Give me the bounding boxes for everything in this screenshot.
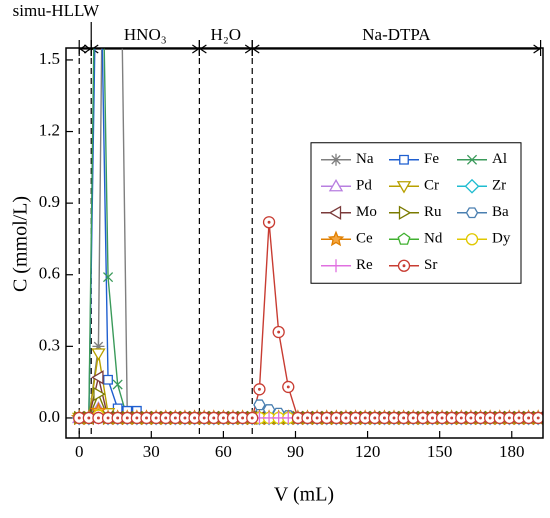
y-tick-label: 1.2 — [39, 120, 60, 139]
data-point — [91, 370, 104, 385]
data-point — [253, 383, 266, 396]
legend-marker — [328, 205, 342, 220]
data-point — [130, 411, 144, 425]
legend-marker — [328, 178, 344, 192]
legend-text: Na — [356, 151, 374, 167]
data-point — [112, 379, 123, 390]
data-point — [435, 411, 449, 425]
legend-text: Re — [356, 257, 373, 273]
legend-text: Pd — [356, 178, 372, 194]
data-point — [272, 325, 285, 339]
data-point — [91, 348, 106, 361]
y-tick-label: 1.5 — [39, 49, 60, 68]
legend-text: Nd — [424, 231, 443, 247]
data-point — [92, 340, 105, 353]
legend-text: Sr — [424, 257, 437, 273]
data-point — [253, 399, 266, 411]
data-point — [359, 411, 372, 425]
region-label: H₂O — [211, 25, 241, 44]
region-label: simu-HLLW — [13, 1, 101, 20]
legend-text: Mo — [356, 204, 377, 220]
legend-text: Ba — [492, 204, 509, 220]
legend-marker — [397, 232, 411, 245]
data-point — [246, 411, 259, 425]
y-tick-label: 0.9 — [39, 192, 60, 211]
x-tick-label: 0 — [75, 442, 84, 461]
x-tick-label: 180 — [499, 442, 525, 461]
x-tick-label: 150 — [427, 442, 453, 461]
arrow-head — [91, 44, 200, 54]
x-axis-title: V (mL) — [274, 484, 334, 506]
legend-marker — [396, 181, 412, 194]
legend-marker — [330, 153, 342, 166]
legend-marker — [466, 154, 478, 165]
legend-marker — [329, 259, 343, 273]
legend-marker — [464, 178, 480, 194]
legend-text: Ce — [356, 231, 373, 247]
region-label: Na-DTPA — [362, 25, 431, 44]
legend-text: Ru — [424, 204, 442, 220]
legend-text: Dy — [492, 231, 511, 247]
data-point — [101, 411, 115, 425]
data-point — [93, 386, 106, 402]
legend-text: Al — [492, 151, 507, 167]
legend-marker — [398, 205, 412, 220]
region-label: HNO₃ — [124, 25, 167, 44]
y-tick-label: 0.3 — [39, 335, 60, 354]
data-point — [349, 411, 362, 425]
legend-text: Zr — [492, 178, 506, 194]
legend-text: Fe — [424, 151, 439, 167]
y-tick-label: 0.0 — [39, 407, 60, 426]
x-tick-label: 120 — [355, 442, 381, 461]
data-point — [407, 411, 420, 425]
data-point — [416, 411, 429, 425]
data-point — [445, 411, 458, 425]
data-point — [103, 374, 113, 385]
series-line — [79, 353, 539, 419]
data-point — [226, 411, 240, 425]
data-point — [512, 411, 526, 425]
data-point — [301, 411, 314, 425]
x-tick-label: 90 — [287, 442, 304, 461]
legend-marker — [397, 259, 411, 272]
data-point — [262, 216, 276, 229]
legend-marker — [465, 233, 479, 246]
arrow-head — [79, 44, 92, 54]
legend-text: Cr — [424, 178, 439, 194]
y-axis-title: C (mmol/L) — [10, 196, 32, 292]
plot-frame — [65, 47, 544, 439]
arrow-head — [252, 44, 541, 54]
data-point — [282, 380, 295, 393]
legend-marker — [327, 230, 345, 247]
data-point — [532, 411, 543, 425]
legend-marker — [465, 207, 479, 219]
data-point — [387, 411, 401, 425]
x-tick-label: 30 — [143, 442, 160, 461]
legend-marker — [399, 154, 409, 165]
x-tick-label: 60 — [215, 442, 232, 461]
data-point — [102, 272, 114, 283]
y-tick-label: 0.6 — [39, 264, 60, 283]
arrow-head — [199, 44, 253, 54]
